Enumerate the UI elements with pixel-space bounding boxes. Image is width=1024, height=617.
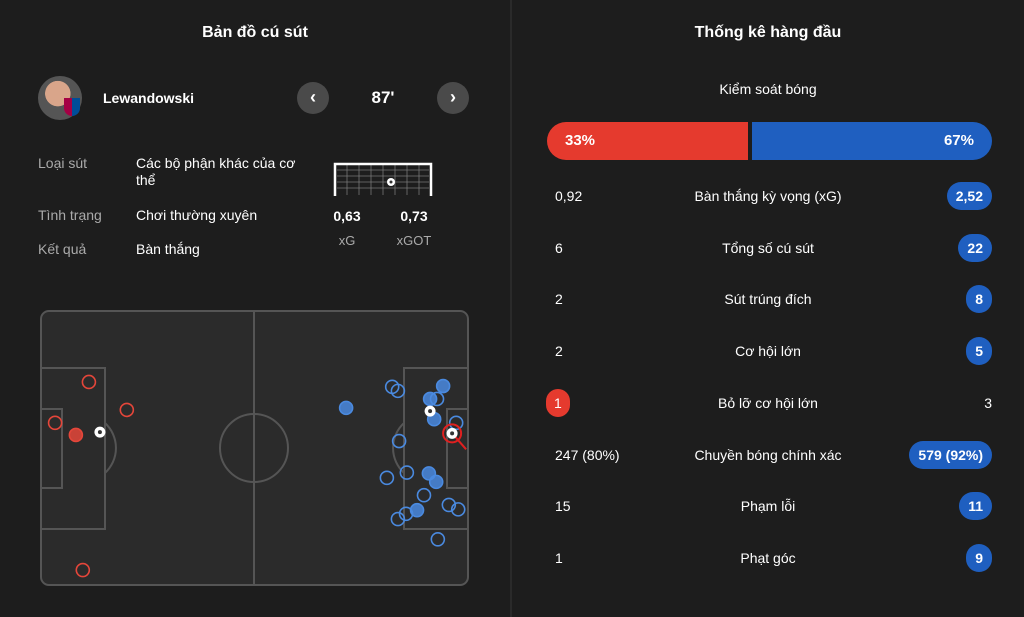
stat-away-value: 9 [966, 543, 992, 572]
shot-missed-marker[interactable] [399, 465, 415, 480]
pitch-shot-map [40, 310, 469, 586]
stat-row: 2 Cơ hội lớn 5 [512, 337, 1024, 366]
shot-type-label: Loại sút [38, 155, 88, 171]
goal-frame-icon [333, 162, 433, 196]
stat-row: 1 Phạt góc 9 [512, 543, 1024, 572]
stat-name: Tổng số cú sút [722, 239, 814, 256]
previous-shot-button[interactable]: ‹ [297, 82, 329, 114]
shot-missed-marker[interactable] [448, 415, 464, 431]
shot-map-title: Bản đồ cú sút [202, 24, 308, 41]
possession-away-value: 67% [943, 132, 974, 149]
selected-goal-shot[interactable] [442, 423, 467, 451]
next-shot-button[interactable]: › [437, 82, 469, 114]
shot-map-panel: Bản đồ cú sút Lewandowski ‹ 87' › Loại s… [0, 0, 510, 617]
shot-on-target-marker[interactable] [428, 474, 444, 490]
stat-row: 1 Bỏ lỡ cơ hội lớn 3 [512, 388, 1024, 417]
shot-missed-marker[interactable] [391, 433, 407, 449]
pitch-lines [40, 310, 469, 586]
stat-home-value: 1 [555, 549, 563, 566]
stat-away-value: 5 [966, 337, 992, 366]
stat-away-value: 8 [966, 285, 992, 314]
stat-name: Cơ hội lớn [735, 343, 801, 360]
shot-missed-marker[interactable] [416, 487, 432, 503]
stat-name: Sút trúng đích [724, 291, 812, 308]
stat-name: Chuyền bóng chính xác [694, 446, 842, 463]
top-stats-title: Thống kê hàng đầu [694, 24, 842, 41]
stat-row: 6 Tổng số cú sút 22 [512, 233, 1024, 262]
stat-home-value: 2 [555, 343, 563, 360]
team-crest-icon [64, 98, 80, 116]
stat-home-value: 0,92 [555, 188, 583, 204]
stat-name: Phạm lỗi [740, 498, 796, 515]
stat-away-value: 3 [984, 394, 992, 411]
shot-missed-marker[interactable] [429, 391, 445, 407]
stat-home-value: 6 [555, 239, 563, 256]
shot-on-target-marker[interactable] [338, 400, 354, 416]
panel-divider [510, 0, 512, 617]
shot-missed-marker[interactable] [390, 383, 406, 399]
xg-value: 0,63 [333, 208, 361, 224]
shot-missed-marker[interactable] [379, 470, 395, 486]
stat-away-value: 22 [958, 233, 992, 262]
possession-home-bar: 33% [547, 122, 748, 160]
shot-on-target-marker[interactable] [435, 378, 451, 394]
stat-name: Bỏ lỡ cơ hội lớn [718, 394, 818, 411]
shot-missed-marker[interactable] [430, 532, 446, 547]
goal-shot-icon[interactable] [94, 426, 106, 438]
result-label: Kết quả [38, 241, 87, 257]
result-value: Bàn thắng [136, 241, 200, 257]
stat-home-value: 1 [546, 388, 570, 417]
stat-away-value: 2,52 [946, 182, 992, 210]
stat-away-value: 11 [959, 492, 992, 521]
stat-row: 0,92 Bàn thắng kỳ vọng (xG) 2,52 [512, 182, 1024, 210]
shot-missed-marker[interactable] [81, 374, 97, 390]
stat-home-value: 247 (80%) [555, 446, 620, 463]
situation-label: Tình trạng [38, 207, 102, 223]
situation-value: Chơi thường xuyên [136, 207, 258, 223]
stat-row: 2 Sút trúng đích 8 [512, 285, 1024, 314]
xgot-label: xGOT [396, 233, 432, 248]
xgot-value: 0,73 [400, 208, 428, 224]
stat-name: Phạt góc [740, 549, 796, 566]
shot-on-target-marker[interactable] [68, 427, 84, 443]
xg-label: xG [338, 233, 356, 248]
stat-home-value: 15 [555, 498, 571, 515]
top-stats-panel: Thống kê hàng đầu Kiểm soát bóng 33% 67%… [512, 0, 1024, 617]
shot-missed-marker[interactable] [47, 415, 63, 431]
shot-missed-marker[interactable] [398, 506, 414, 522]
possession-label: Kiểm soát bóng [719, 81, 817, 97]
shot-missed-marker[interactable] [441, 497, 457, 513]
goal-shot-icon[interactable] [424, 405, 436, 417]
stat-away-value: 579 (92%) [909, 440, 992, 469]
shot-missed-marker[interactable] [450, 502, 466, 517]
player-name[interactable]: Lewandowski [103, 90, 195, 106]
shot-missed-marker[interactable] [390, 511, 406, 527]
possession-home-value: 33% [565, 132, 596, 149]
shot-type-value: Các bộ phận khác của cơ thể [136, 155, 296, 188]
shot-missed-marker[interactable] [119, 402, 135, 418]
stat-name: Bàn thắng kỳ vọng (xG) [694, 188, 842, 204]
possession-away-bar: 67% [752, 122, 992, 160]
stat-row: 247 (80%) Chuyền bóng chính xác 579 (92%… [512, 440, 1024, 469]
shot-missed-marker[interactable] [75, 562, 91, 578]
shot-minute: 87' [371, 88, 395, 107]
stat-home-value: 2 [555, 291, 563, 308]
stat-row: 15 Phạm lỗi 11 [512, 492, 1024, 521]
